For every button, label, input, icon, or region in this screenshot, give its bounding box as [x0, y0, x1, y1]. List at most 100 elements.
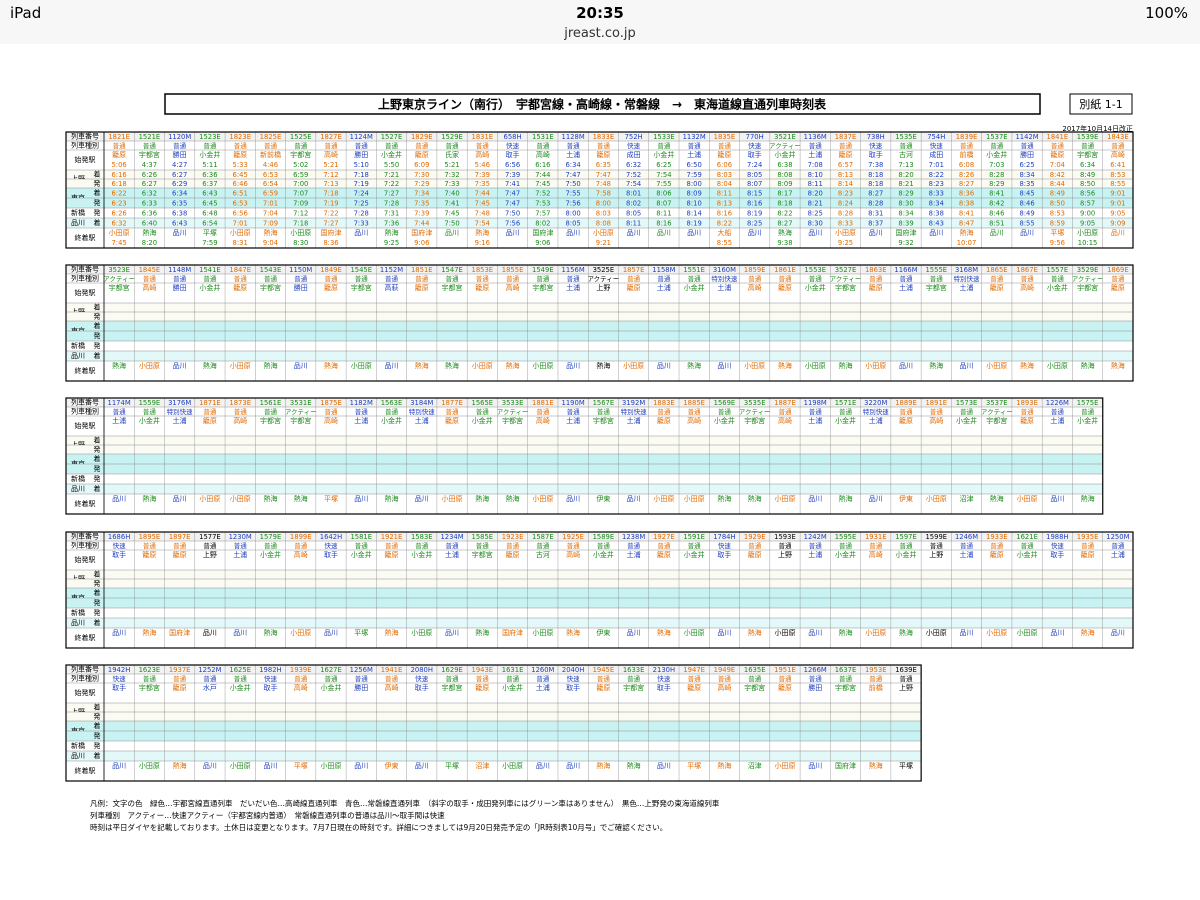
cell: 6:32: [111, 220, 126, 228]
cell: 品川: [1020, 229, 1034, 237]
cell: 1637E: [835, 666, 857, 674]
block-frame: [65, 264, 1134, 382]
cell: 品川: [173, 229, 187, 237]
cell: 籠原: [475, 683, 489, 692]
cell: 普通: [900, 674, 914, 683]
cell: 普通: [657, 274, 671, 283]
cell: 1575E: [1077, 399, 1099, 407]
cell: 8:07: [747, 180, 762, 188]
cell: 小田原: [623, 361, 644, 370]
cell: 熱海: [506, 494, 520, 503]
row-sublabel: 着: [94, 751, 101, 760]
cell: 前橋: [960, 150, 974, 159]
row-band: [66, 484, 1103, 494]
cell: 特別快速: [621, 407, 648, 416]
cell: 普通: [778, 674, 792, 683]
cell: 7:08: [808, 161, 823, 169]
cell: 7:54: [656, 171, 671, 179]
cell: 1549E: [532, 266, 554, 274]
cell: 7:52: [535, 190, 550, 198]
cell: 1923E: [502, 533, 524, 541]
cell: 国府津: [896, 228, 917, 237]
cell: 1933E: [986, 533, 1008, 541]
cell: 土浦: [869, 416, 883, 425]
cell: 熱海: [778, 228, 792, 237]
cell: 7:47: [596, 171, 611, 179]
cell: 8:18: [868, 171, 883, 179]
cell: 普通: [324, 407, 338, 416]
cell: 1825E: [260, 133, 282, 141]
url[interactable]: jreast.co.jp: [564, 26, 636, 41]
cell: 普通: [506, 674, 520, 683]
cell: 9:21: [596, 239, 611, 247]
cell: 1595E: [835, 533, 857, 541]
cell: 品川: [112, 495, 126, 503]
row-sublabel: 発: [94, 731, 101, 740]
row-band: [66, 550, 1133, 570]
row-band: [66, 303, 1133, 312]
cell: 8:02: [626, 200, 641, 208]
cell: 宇都宮: [623, 683, 644, 692]
cell: 平塚: [354, 628, 368, 637]
cell: 普通: [688, 141, 702, 150]
cell: 1559E: [139, 399, 161, 407]
cell: 3533E: [502, 399, 524, 407]
cell: 1875E: [320, 399, 342, 407]
cell: 籠原: [657, 550, 671, 559]
cell: 取手: [566, 683, 580, 692]
cell: 1895E: [139, 533, 161, 541]
cell: 小金井: [684, 550, 705, 559]
cell: 8:30: [898, 200, 913, 208]
cell: 品川: [899, 362, 913, 370]
cell: 8:03: [596, 210, 611, 218]
cell: 普通: [960, 407, 974, 416]
cell: 普通: [748, 541, 762, 550]
cell: 特別快速: [167, 407, 194, 416]
cell: 1942H: [108, 666, 130, 674]
cell: 小田原: [805, 361, 826, 370]
cell: 3176M: [168, 399, 191, 407]
cell: 快速: [718, 541, 732, 550]
cell: 熱海: [173, 761, 187, 770]
cell: 1629E: [441, 666, 463, 674]
cell: 6:53: [263, 171, 278, 179]
cell: 高崎: [536, 150, 550, 159]
cell: 普通: [869, 274, 883, 283]
row-label: 始発駅: [75, 421, 96, 430]
cell: 7:13: [323, 180, 338, 188]
cell: 小田原: [1017, 628, 1038, 637]
row-band: [66, 445, 1103, 454]
cell: 小田原: [774, 494, 795, 503]
cell: 8:26: [959, 171, 974, 179]
cell: 7:50: [565, 180, 580, 188]
cell: 8:24: [838, 200, 853, 208]
cell: 普通: [718, 407, 732, 416]
cell: 1937E: [169, 666, 191, 674]
cell: 平塚: [687, 761, 701, 770]
cell: 7:45: [535, 180, 550, 188]
cell: 普通: [809, 407, 823, 416]
cell: 小金井: [1017, 550, 1038, 559]
cell: 普通: [446, 407, 460, 416]
cell: 7:24: [354, 190, 369, 198]
row-sublabel: 着: [94, 188, 101, 197]
cell: 8:00: [596, 200, 611, 208]
cell: 熱海: [112, 361, 126, 370]
cell: 品川: [566, 229, 580, 237]
cell: 小金井: [411, 550, 432, 559]
cell: 小田原: [139, 361, 160, 370]
row-band: [66, 741, 922, 751]
cell: 8:20: [898, 171, 913, 179]
cell: 普通: [1051, 274, 1065, 283]
cell: 7:50: [444, 220, 459, 228]
cell: 6:46: [233, 180, 248, 188]
cell: 土浦: [173, 416, 187, 425]
cell: 普通: [900, 407, 914, 416]
cell: 3523E: [108, 266, 130, 274]
cell: 10:07: [957, 239, 977, 247]
cell: 3525E: [593, 266, 615, 274]
cell: 8:02: [535, 220, 550, 228]
cell: 7:44: [475, 190, 490, 198]
cell: 普通: [688, 541, 702, 550]
row-sublabel: 発: [94, 312, 101, 321]
